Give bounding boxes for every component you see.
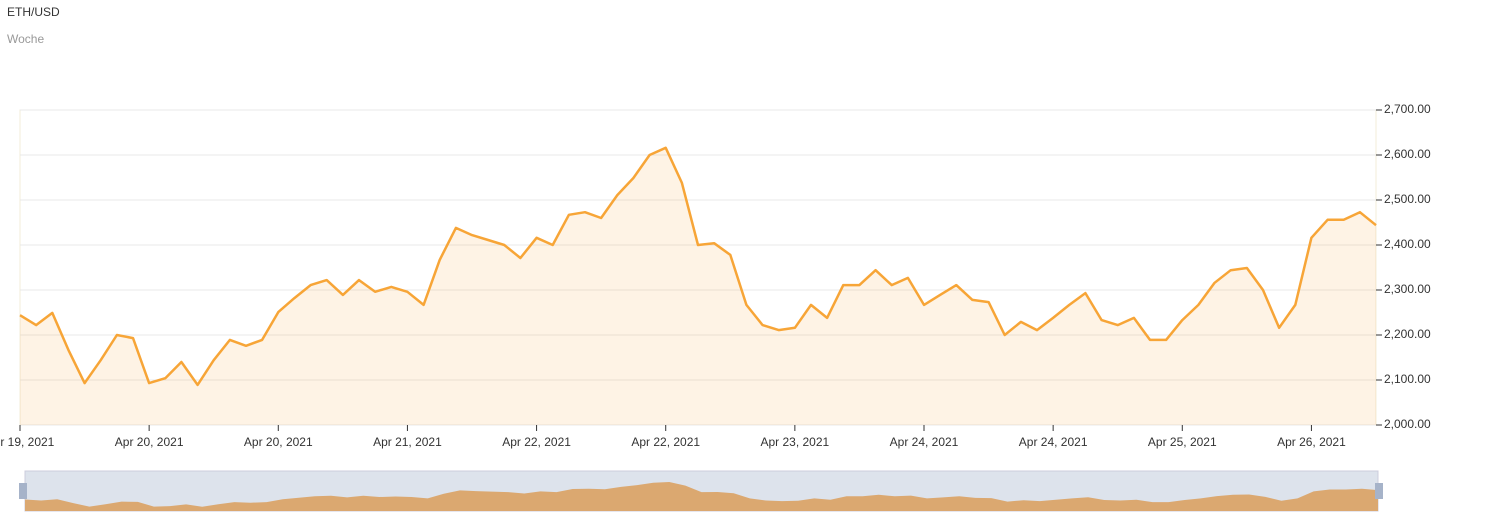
plot-area — [19, 109, 1377, 426]
chart-subtitle: Woche — [7, 32, 44, 46]
navigator-area — [25, 482, 1378, 511]
y-tick-label: 2,300.00 — [1384, 282, 1431, 296]
y-tick-label: 2,000.00 — [1384, 417, 1431, 431]
area-fill — [20, 147, 1376, 426]
y-tick-label: 2,700.00 — [1384, 102, 1431, 116]
x-tick-label: Apr 23, 2021 — [760, 435, 829, 449]
x-tick-label: Apr 22, 2021 — [502, 435, 571, 449]
y-tick-label: 2,600.00 — [1384, 147, 1431, 161]
line — [19, 146, 1377, 387]
x-tick-label: Apr 25, 2021 — [1148, 435, 1217, 449]
navigator-handle[interactable] — [19, 483, 27, 499]
x-tick-label: Apr 20, 2021 — [115, 435, 184, 449]
navigator-handle[interactable] — [1375, 483, 1383, 499]
chart-title: ETH/USD — [7, 5, 60, 19]
x-tick-label: Apr 20, 2021 — [244, 435, 313, 449]
x-tick-label: Apr 19, 2021 — [0, 435, 55, 449]
y-tick-label: 2,400.00 — [1384, 237, 1431, 251]
x-tick-label: Apr 21, 2021 — [373, 435, 442, 449]
y-tick-label: 2,500.00 — [1384, 192, 1431, 206]
x-tick-label: Apr 26, 2021 — [1277, 435, 1346, 449]
x-tick-label: Apr 22, 2021 — [631, 435, 700, 449]
y-tick-label: 2,200.00 — [1384, 327, 1431, 341]
x-tick-label: Apr 24, 2021 — [890, 435, 959, 449]
y-tick-label: 2,100.00 — [1384, 372, 1431, 386]
x-tick-label: Apr 24, 2021 — [1019, 435, 1088, 449]
